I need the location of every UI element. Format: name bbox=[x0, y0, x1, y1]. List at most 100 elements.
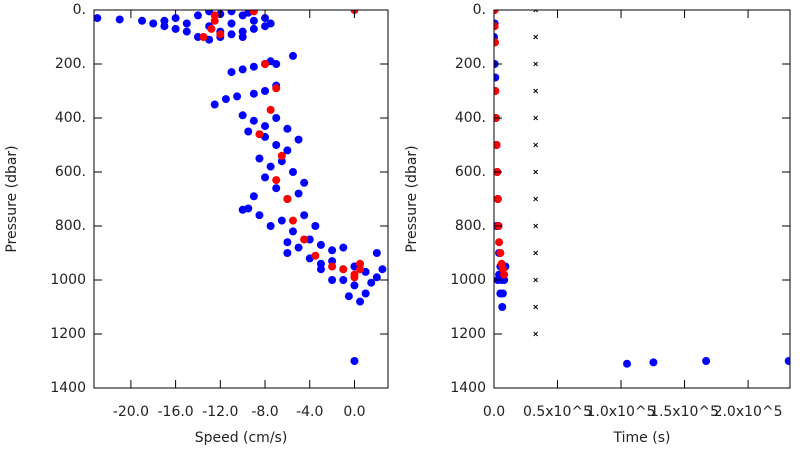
point bbox=[294, 243, 303, 252]
cross-marker bbox=[533, 142, 539, 148]
point bbox=[500, 270, 509, 279]
x-tick-label: 0.5x10^5 bbox=[523, 404, 592, 420]
y-tick-label: 0. bbox=[473, 2, 486, 18]
cross-marker bbox=[533, 304, 539, 310]
point bbox=[261, 122, 270, 131]
y-tick-label: 600. bbox=[455, 164, 486, 180]
cross-marker bbox=[533, 223, 539, 229]
y-tick-label: 200. bbox=[455, 56, 486, 72]
x-tick-label: -12.0 bbox=[202, 404, 238, 420]
plot-area bbox=[494, 10, 790, 368]
point bbox=[494, 195, 502, 203]
point bbox=[300, 178, 309, 187]
y-tick-label: 1400 bbox=[50, 380, 86, 396]
point bbox=[649, 358, 658, 367]
point bbox=[283, 249, 292, 257]
point bbox=[272, 60, 281, 68]
point bbox=[494, 73, 500, 82]
point bbox=[344, 292, 353, 301]
y-tick-label: 1000 bbox=[450, 272, 486, 288]
cross-marker bbox=[533, 169, 539, 175]
point bbox=[294, 189, 303, 198]
y-tick-label: 200. bbox=[55, 56, 86, 72]
y-tick-label: 800. bbox=[455, 218, 486, 234]
plot-area bbox=[94, 10, 387, 365]
y-axis-label: Pressure (dbar) bbox=[4, 145, 20, 252]
point bbox=[227, 30, 236, 39]
point bbox=[623, 359, 632, 368]
point bbox=[316, 265, 325, 274]
point bbox=[495, 238, 504, 247]
point bbox=[238, 205, 247, 214]
point bbox=[227, 19, 236, 28]
point bbox=[328, 276, 337, 284]
point bbox=[784, 357, 790, 365]
point bbox=[227, 10, 236, 16]
x-tick-label: -4.0 bbox=[296, 404, 323, 420]
point bbox=[227, 68, 236, 77]
point bbox=[494, 10, 499, 14]
y-tick-label: 1200 bbox=[50, 326, 86, 342]
cross-marker bbox=[533, 10, 539, 13]
point bbox=[94, 14, 102, 23]
point bbox=[272, 141, 281, 149]
point bbox=[494, 22, 499, 31]
point bbox=[283, 146, 292, 155]
point bbox=[261, 87, 270, 95]
cross-marker bbox=[533, 88, 539, 94]
point bbox=[255, 211, 264, 220]
y-axis-label: Pressure (dbar) bbox=[404, 145, 420, 252]
point bbox=[277, 151, 286, 160]
point bbox=[272, 176, 281, 185]
point bbox=[361, 289, 370, 298]
y-tick-label: 600. bbox=[55, 164, 86, 180]
y-tick-label: 1000 bbox=[50, 272, 86, 288]
point bbox=[372, 249, 381, 257]
point bbox=[328, 262, 337, 271]
point bbox=[261, 60, 270, 68]
point bbox=[356, 259, 365, 268]
point bbox=[288, 216, 297, 225]
point bbox=[238, 65, 247, 74]
point bbox=[171, 24, 180, 33]
point bbox=[249, 116, 258, 125]
point bbox=[702, 357, 711, 365]
x-tick-label: 2.0x10^5 bbox=[714, 404, 783, 420]
point bbox=[367, 278, 376, 287]
point bbox=[193, 33, 202, 41]
x-tick-label: -16.0 bbox=[157, 404, 193, 420]
point bbox=[238, 33, 247, 41]
point bbox=[277, 216, 286, 225]
point bbox=[283, 195, 292, 203]
point bbox=[305, 235, 314, 244]
point bbox=[372, 273, 381, 282]
cross-marker bbox=[533, 331, 539, 337]
axes-frame bbox=[93, 9, 389, 389]
point bbox=[350, 273, 359, 282]
axes-frame bbox=[493, 9, 791, 389]
point bbox=[272, 184, 281, 193]
point bbox=[311, 251, 320, 260]
cross-marker bbox=[533, 277, 539, 283]
cross-marker bbox=[533, 250, 539, 256]
x-axis-label: Time (s) bbox=[613, 430, 671, 446]
point bbox=[498, 303, 507, 311]
point bbox=[210, 16, 219, 25]
point bbox=[339, 276, 348, 284]
point bbox=[272, 114, 281, 122]
x-tick-label: 0.0 bbox=[343, 404, 365, 420]
point bbox=[356, 297, 365, 306]
cross-marker bbox=[533, 61, 539, 67]
point bbox=[216, 30, 225, 39]
x-tick-label: -8.0 bbox=[251, 404, 278, 420]
x-tick-label: 1.0x10^5 bbox=[587, 404, 656, 420]
point bbox=[207, 24, 216, 33]
point bbox=[160, 16, 169, 25]
point bbox=[300, 211, 309, 220]
point bbox=[249, 62, 258, 71]
x-tick-label: 1.5x10^5 bbox=[650, 404, 719, 420]
cross-marker bbox=[533, 34, 539, 40]
point bbox=[238, 111, 247, 120]
point bbox=[350, 357, 359, 365]
